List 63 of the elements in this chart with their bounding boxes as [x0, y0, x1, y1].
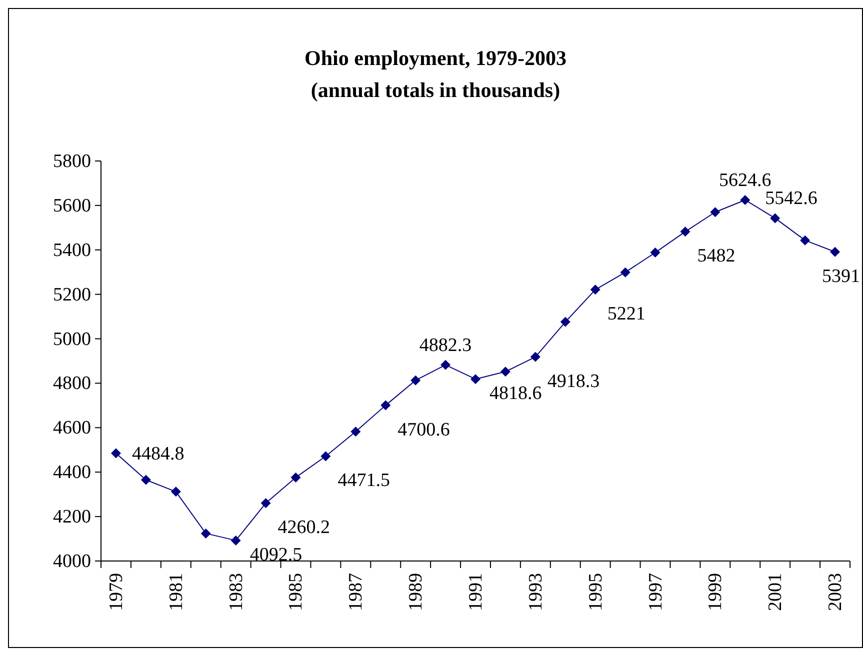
point — [410, 375, 421, 386]
chart-subtitle: (annual totals in thousands) — [310, 78, 560, 102]
data-label: 4092.5 — [250, 544, 302, 566]
point — [740, 194, 750, 205]
data-label: 5542.6 — [765, 188, 818, 210]
point — [260, 498, 271, 508]
data-label: 4918.3 — [547, 370, 600, 392]
point — [230, 535, 241, 546]
data-label: 5221 — [607, 304, 646, 325]
point — [110, 448, 121, 458]
y-tick-label: 5000 — [53, 328, 91, 350]
point — [320, 451, 331, 462]
point — [830, 246, 840, 257]
data-label: 4700.6 — [398, 419, 450, 440]
point — [140, 474, 151, 485]
y-tick-label: 4200 — [53, 506, 91, 528]
chart-title: Ohio employment, 1979-2003 — [304, 46, 566, 70]
point — [350, 426, 361, 437]
data-label: 4260.2 — [278, 517, 330, 538]
data-label: 4882.3 — [419, 334, 472, 356]
y-tick-label: 5400 — [53, 240, 91, 261]
x-tick-label: 1991 — [466, 573, 486, 611]
x-tick-label: 2003 — [825, 573, 846, 611]
point — [620, 267, 630, 278]
data-label: 5482 — [697, 246, 736, 267]
point — [530, 352, 540, 362]
point — [380, 400, 391, 410]
data-label: 4471.5 — [338, 470, 390, 492]
x-tick-label: 1993 — [525, 573, 546, 611]
x-tick-label: 2001 — [765, 573, 786, 611]
point — [500, 366, 510, 377]
x-tick-label: 1999 — [705, 573, 726, 611]
point — [800, 235, 810, 246]
x-tick-label: 1979 — [106, 573, 127, 611]
x-tick-label: 1985 — [286, 573, 307, 611]
point — [290, 472, 301, 482]
data-label: 4484.8 — [132, 443, 184, 464]
point — [470, 374, 480, 384]
x-tick-label: 1997 — [645, 573, 666, 611]
point — [710, 207, 720, 218]
point — [560, 316, 570, 327]
y-tick-label: 5800 — [53, 151, 91, 172]
x-tick-label: 1989 — [406, 573, 427, 611]
point — [590, 284, 600, 295]
y-tick-label: 4000 — [53, 551, 91, 572]
data-label: 4818.6 — [490, 383, 542, 404]
y-tick-label: 4800 — [53, 373, 91, 394]
point — [440, 360, 451, 370]
y-tick-label: 5200 — [53, 284, 91, 306]
data-label: 5391 — [822, 266, 860, 287]
data-label: 5624.6 — [719, 170, 772, 191]
y-tick-label: 5600 — [53, 195, 91, 216]
y-tick-label: 4600 — [53, 418, 91, 439]
point — [170, 486, 181, 497]
x-tick-label: 1983 — [226, 573, 247, 611]
x-tick-label: 1995 — [585, 573, 606, 611]
x-tick-label: 1981 — [166, 573, 187, 611]
point — [680, 226, 690, 237]
point — [200, 528, 211, 538]
point — [770, 213, 780, 224]
y-tick-label: 4400 — [53, 462, 91, 484]
point — [650, 248, 660, 258]
x-tick-label: 1987 — [346, 573, 367, 611]
